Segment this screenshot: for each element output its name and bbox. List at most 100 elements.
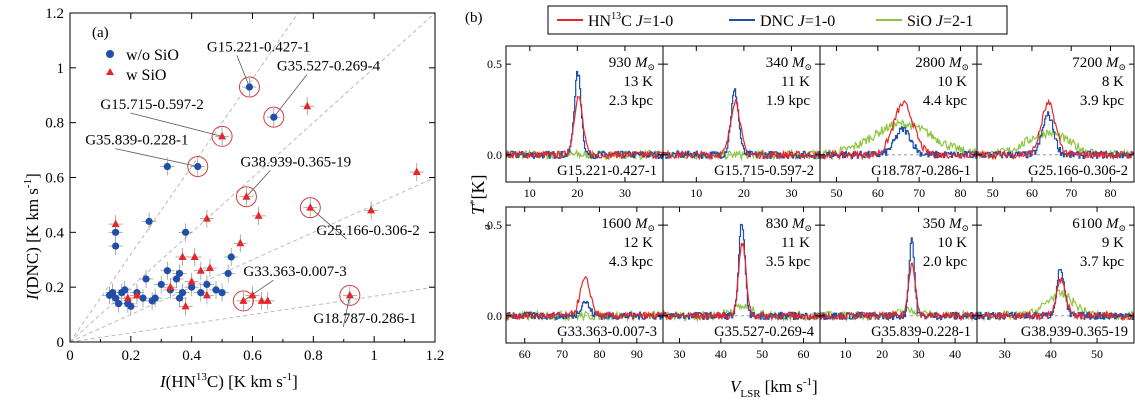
point-wo-sio bbox=[163, 267, 171, 275]
y-tick-label: 0.2 bbox=[45, 280, 64, 296]
source-temperature: 8 K bbox=[1102, 74, 1124, 90]
point-annotation-2: G15.715-0.597-2 bbox=[100, 97, 203, 113]
source-distance: 4.3 kpc bbox=[609, 254, 654, 270]
spectra-legend: HN13C J=1-0 DNC J=1-0 SiO J=2-1 bbox=[547, 5, 1008, 35]
point-w-sio bbox=[236, 238, 245, 247]
spectrum-x-tick-label: 10 bbox=[840, 347, 852, 361]
point-wo-sio bbox=[163, 162, 171, 171]
point-annotation-5: G25.166-0.306-2 bbox=[316, 223, 419, 239]
point-w-sio bbox=[111, 219, 120, 228]
source-name: G35.527-0.269-4 bbox=[714, 324, 815, 340]
source-name: G38.939-0.365-19 bbox=[1021, 324, 1128, 340]
point-w-sio bbox=[187, 277, 196, 285]
point-wo-sio bbox=[175, 294, 184, 302]
spectrum-x-tick-label: 70 bbox=[913, 186, 925, 200]
spectrum-panel-4: 60 70 80 90 0.0 0.5 1600 M⊙ 12 K 4.3 kpc G33.363-… bbox=[487, 206, 664, 361]
spectrum-x-tick-label: 30 bbox=[999, 347, 1011, 361]
source-temperature: 9 K bbox=[1102, 235, 1124, 251]
spectrum-x-tick-label: 60 bbox=[797, 347, 809, 361]
point-w-sio bbox=[412, 167, 421, 176]
annotation-leader-1 bbox=[273, 74, 308, 118]
spectrum-x-tick-label: 50 bbox=[1091, 347, 1103, 361]
x-tick-label: 0.8 bbox=[304, 348, 323, 364]
guide-line-3 bbox=[70, 286, 435, 342]
circled-highlight-4 bbox=[235, 186, 257, 208]
point-wo-sio bbox=[115, 300, 123, 308]
scatter-x-axis-label: I(HN13C) [K km s-1] bbox=[159, 371, 298, 391]
spectrum-x-tick-label: 50 bbox=[987, 186, 999, 200]
y-tick-label: 0.6 bbox=[45, 171, 64, 187]
spectrum-y-tick-label: 0.5 bbox=[487, 218, 502, 232]
point-w-sio bbox=[254, 211, 263, 219]
source-mass: 6100 M⊙ bbox=[1072, 216, 1126, 233]
dnc-spectrum bbox=[820, 126, 977, 159]
source-distance: 2.3 kpc bbox=[609, 93, 654, 109]
spectrum-frame bbox=[976, 45, 1135, 183]
source-distance: 2.0 kpc bbox=[923, 254, 968, 270]
spectrum-x-tick-label: 10 bbox=[690, 186, 702, 200]
y-tick-label: 0 bbox=[57, 335, 65, 351]
y-tick-label: 0.4 bbox=[45, 225, 64, 241]
spectrum-x-tick-label: 60 bbox=[1026, 186, 1038, 200]
circled-highlight-7 bbox=[339, 284, 361, 306]
point-w-sio bbox=[166, 282, 175, 291]
hn13c-spectrum bbox=[663, 98, 820, 161]
point-wo-sio bbox=[194, 162, 202, 171]
spectrum-x-tick-label: 60 bbox=[519, 347, 531, 361]
spectrum-x-tick-label: 20 bbox=[876, 347, 888, 361]
spectrum-panel-2: 50 60 70 80 2800 M⊙ 10 K 4.4 kpc G18.787-0.286-… bbox=[819, 45, 978, 200]
spectrum-panel-6: 10 20 30 40 350 M⊙ 10 K 2.0 kpc G35.839-0.228-1 bbox=[819, 206, 978, 361]
point-w-sio bbox=[218, 131, 227, 140]
source-mass: 350 M⊙ bbox=[923, 216, 969, 233]
guide-line-1 bbox=[70, 13, 435, 342]
point-wo-sio bbox=[145, 217, 153, 225]
point-wo-sio bbox=[108, 289, 117, 297]
point-w-sio bbox=[132, 290, 141, 299]
spectra-y-axis-label-subscript: a bbox=[481, 224, 493, 230]
source-temperature: 12 K bbox=[623, 235, 653, 251]
guide-line-0 bbox=[70, 13, 299, 342]
circled-highlight-0 bbox=[187, 156, 209, 178]
spectrum-x-tick-label: 50 bbox=[831, 186, 843, 200]
spectrum-panel-7: 30 40 50 6100 M⊙ 9 K 3.7 kpc G38.939-0.365-19 bbox=[976, 206, 1135, 361]
spectrum-lines bbox=[663, 223, 820, 323]
spectrum-frame bbox=[976, 206, 1135, 344]
point-wo-sio bbox=[148, 297, 156, 305]
point-w-sio bbox=[248, 290, 257, 299]
spectrum-panel-5: 30 40 50 60 830 M⊙ 11 K 3.5 kpc G35.527-0.269-4 bbox=[662, 206, 821, 361]
spectrum-x-tick-label: 30 bbox=[619, 186, 631, 200]
spectrum-y-tick-label: 0.5 bbox=[487, 57, 502, 71]
point-w-sio bbox=[303, 101, 312, 110]
annotation-leader-0 bbox=[236, 55, 250, 88]
x-tick-label: 1.2 bbox=[426, 348, 445, 364]
circled-highlight-5 bbox=[299, 197, 321, 219]
x-tick-label: 0 bbox=[66, 348, 74, 364]
point-annotation-1: G35.527-0.269-4 bbox=[277, 59, 381, 75]
hn13c-spectrum bbox=[820, 100, 977, 161]
source-mass: 2800 M⊙ bbox=[915, 55, 969, 72]
point-wo-sio bbox=[224, 269, 232, 278]
spectrum-x-tick-label: 20 bbox=[738, 186, 750, 200]
hn13c-spectrum bbox=[820, 262, 977, 322]
spectrum-x-tick-label: 90 bbox=[631, 347, 643, 361]
spectra-x-axis-label: VLSR [km s-1] bbox=[730, 376, 818, 400]
spectrum-x-tick-label: 30 bbox=[913, 347, 925, 361]
spectrum-panel-3: 50 60 70 80 7200 M⊙ 8 K 3.9 kpc G25.166-0.306-2 bbox=[976, 45, 1135, 200]
spectrum-x-tick-label: 20 bbox=[571, 186, 583, 200]
spectrum-lines bbox=[820, 237, 977, 322]
source-distance: 1.9 kpc bbox=[766, 93, 811, 109]
point-w-sio bbox=[178, 252, 187, 261]
source-distance: 4.4 kpc bbox=[923, 93, 968, 109]
source-mass: 7200 M⊙ bbox=[1072, 55, 1126, 72]
source-distance: 3.5 kpc bbox=[766, 254, 811, 270]
annotation-leader-2 bbox=[130, 112, 223, 137]
point-w-sio bbox=[239, 296, 248, 304]
source-distance: 3.9 kpc bbox=[1080, 93, 1125, 109]
panel-b-label: (b) bbox=[465, 10, 483, 26]
scatter-legend: w/o SiO w SiO bbox=[106, 47, 179, 84]
scatter-plot: G15.221-0.427-1 G35.527-0.269-4 G15.715-0.… bbox=[45, 6, 445, 364]
y-tick-label: 1 bbox=[57, 61, 65, 77]
point-wo-sio bbox=[112, 242, 120, 250]
annotation-leader-7 bbox=[342, 295, 351, 327]
point-w-sio bbox=[242, 192, 251, 200]
